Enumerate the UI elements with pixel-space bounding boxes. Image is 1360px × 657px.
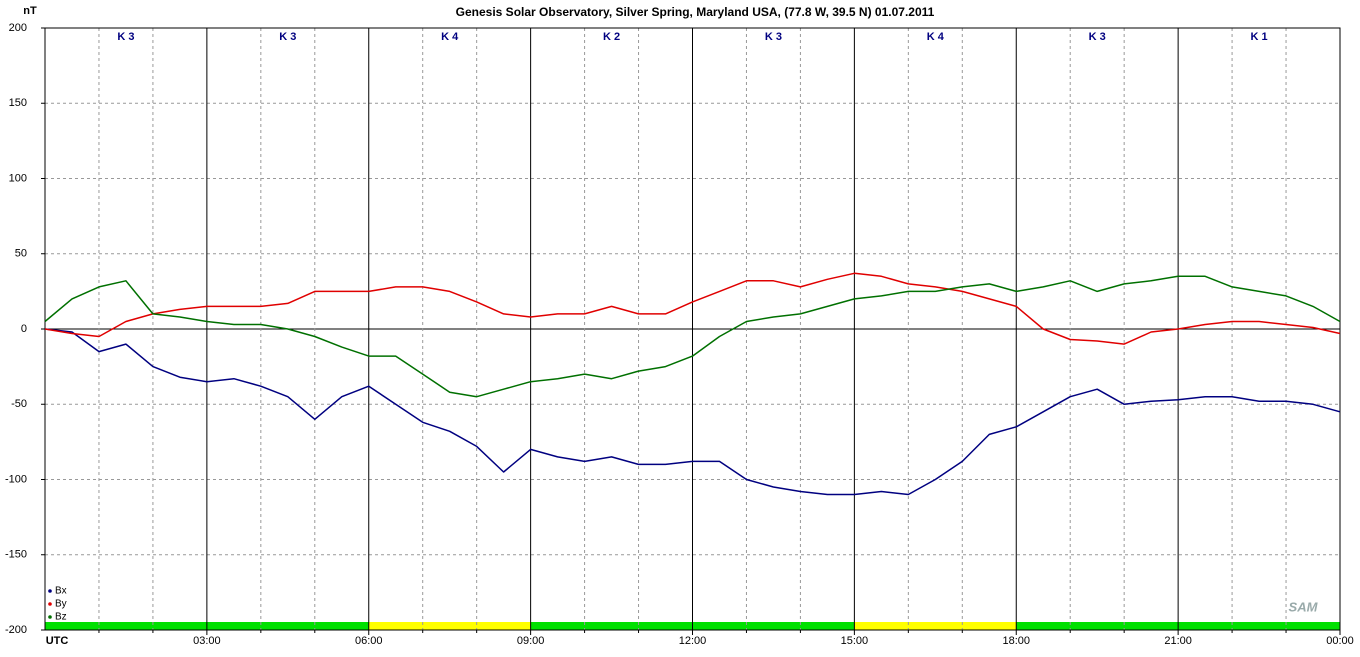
legend-label: Bx (55, 586, 67, 597)
k-index-label: K 3 (279, 31, 296, 43)
chart-title: Genesis Solar Observatory, Silver Spring… (456, 5, 935, 19)
k-index-label: K 4 (441, 31, 459, 43)
logo: SAM (1289, 599, 1319, 614)
k-index-bar (45, 622, 207, 630)
series-line (44, 275, 1341, 398)
y-tick-label: 100 (9, 172, 27, 184)
y-tick-label: -150 (5, 549, 27, 561)
legend-marker (48, 589, 52, 593)
series-line (44, 328, 1341, 496)
k-index-label: K 2 (603, 31, 620, 43)
k-index-label: K 1 (1251, 31, 1268, 43)
x-tick-label: 12:00 (679, 635, 707, 647)
k-index-label: K 4 (927, 31, 945, 43)
y-tick-label: -100 (5, 473, 27, 485)
y-tick-label: 50 (15, 248, 27, 260)
y-tick-label: 0 (21, 323, 27, 335)
series-line (44, 272, 1341, 345)
legend-marker (48, 602, 52, 606)
legend-label: Bz (55, 612, 67, 623)
legend-label: By (55, 599, 67, 610)
y-tick-label: -50 (11, 398, 27, 410)
k-index-bar (368, 622, 531, 630)
x-tick-label: 18:00 (1002, 635, 1030, 647)
k-index-bar (530, 622, 693, 630)
k-index-bar (854, 622, 1017, 630)
k-index-bar (206, 622, 369, 630)
x-axis-label: UTC (46, 635, 69, 647)
k-index-label: K 3 (765, 31, 782, 43)
k-index-bar (1178, 622, 1340, 630)
k-index-label: K 3 (117, 31, 134, 43)
y-tick-label: 200 (9, 22, 27, 34)
y-tick-label: -200 (5, 624, 27, 636)
x-tick-label: 15:00 (841, 635, 869, 647)
y-axis-label: nT (23, 5, 37, 17)
x-tick-label: 06:00 (355, 635, 383, 647)
x-tick-label: 21:00 (1164, 635, 1192, 647)
k-index-label: K 3 (1089, 31, 1106, 43)
k-index-bar (692, 622, 855, 630)
y-tick-label: 150 (9, 97, 27, 109)
k-index-bar (1016, 622, 1179, 630)
x-tick-label: 09:00 (517, 635, 545, 647)
legend-marker (48, 615, 52, 619)
x-tick-label: 03:00 (193, 635, 221, 647)
x-tick-label: 00:00 (1326, 635, 1354, 647)
